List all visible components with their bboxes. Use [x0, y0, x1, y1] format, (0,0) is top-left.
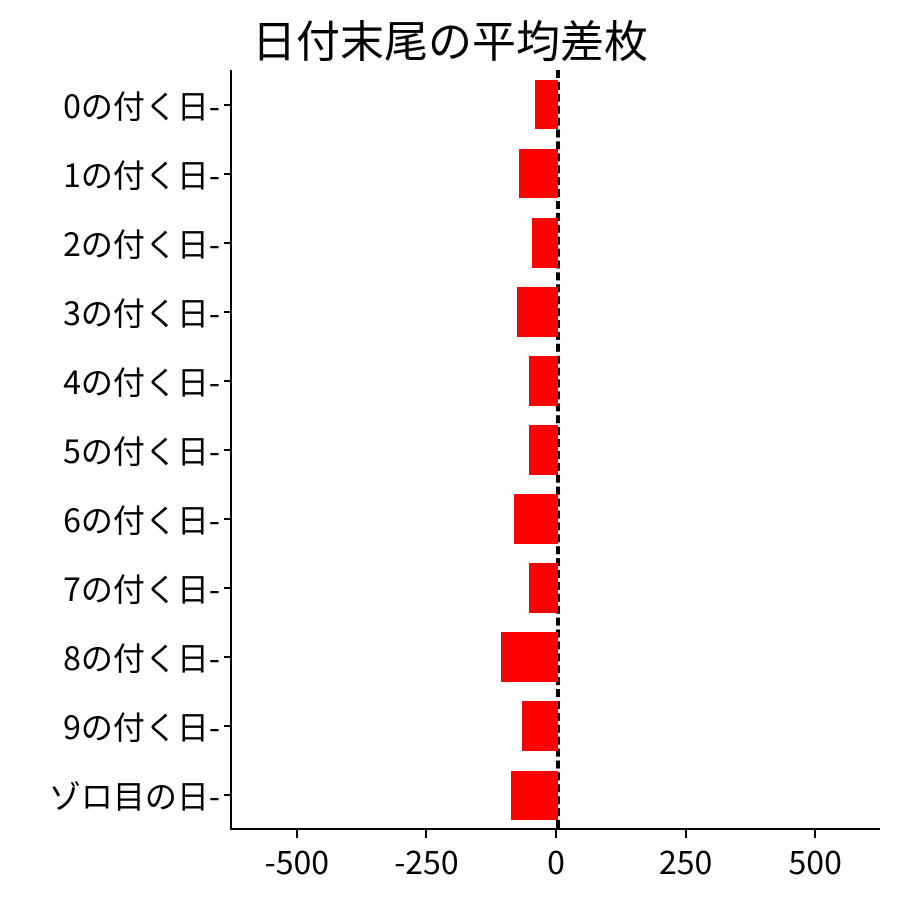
bar [501, 632, 558, 682]
y-tick [224, 104, 232, 106]
chart-container: 日付末尾の平均差枚 0の付く日- 1の付く日- 2の付く日- 3の付く日- 4の付く日-… [0, 0, 900, 900]
y-axis-label: 9の付く日- [63, 703, 220, 749]
x-tick [296, 830, 298, 838]
y-tick [224, 242, 232, 244]
y-axis-label: 6の付く日- [63, 496, 220, 542]
x-tick [425, 830, 427, 838]
bar [529, 563, 558, 613]
bar [511, 771, 558, 821]
y-axis-label: 1の付く日- [63, 151, 220, 197]
y-tick [224, 173, 232, 175]
y-axis-label: ゾロ目の日- [49, 772, 220, 818]
y-axis-label: 4の付く日- [63, 358, 220, 404]
x-axis-label: 500 [789, 838, 842, 884]
y-axis-label: 3の付く日- [63, 289, 220, 335]
plot-area [230, 70, 880, 830]
x-axis-label: -250 [394, 838, 458, 884]
y-axis-label: 2の付く日- [63, 220, 220, 266]
bar [529, 425, 558, 475]
y-tick [224, 311, 232, 313]
x-axis-label: 0 [547, 838, 565, 884]
bar [519, 149, 558, 199]
y-tick [224, 794, 232, 796]
y-tick [224, 449, 232, 451]
x-tick [814, 830, 816, 838]
bar [514, 494, 558, 544]
x-axis-label: 250 [659, 838, 712, 884]
y-tick [224, 380, 232, 382]
y-tick [224, 656, 232, 658]
y-axis-label: 7の付く日- [63, 565, 220, 611]
x-tick [555, 830, 557, 838]
y-axis-label: 5の付く日- [63, 427, 220, 473]
x-axis-label: -500 [265, 838, 329, 884]
bar [529, 356, 558, 406]
y-tick [224, 725, 232, 727]
y-axis-label: 8の付く日- [63, 634, 220, 680]
x-tick [685, 830, 687, 838]
y-axis-label: 0の付く日- [63, 82, 220, 128]
bar [522, 701, 558, 751]
bar [532, 218, 558, 268]
y-tick [224, 587, 232, 589]
y-tick [224, 518, 232, 520]
chart-title: 日付末尾の平均差枚 [0, 6, 900, 70]
bar [517, 287, 558, 337]
bar [535, 80, 558, 130]
